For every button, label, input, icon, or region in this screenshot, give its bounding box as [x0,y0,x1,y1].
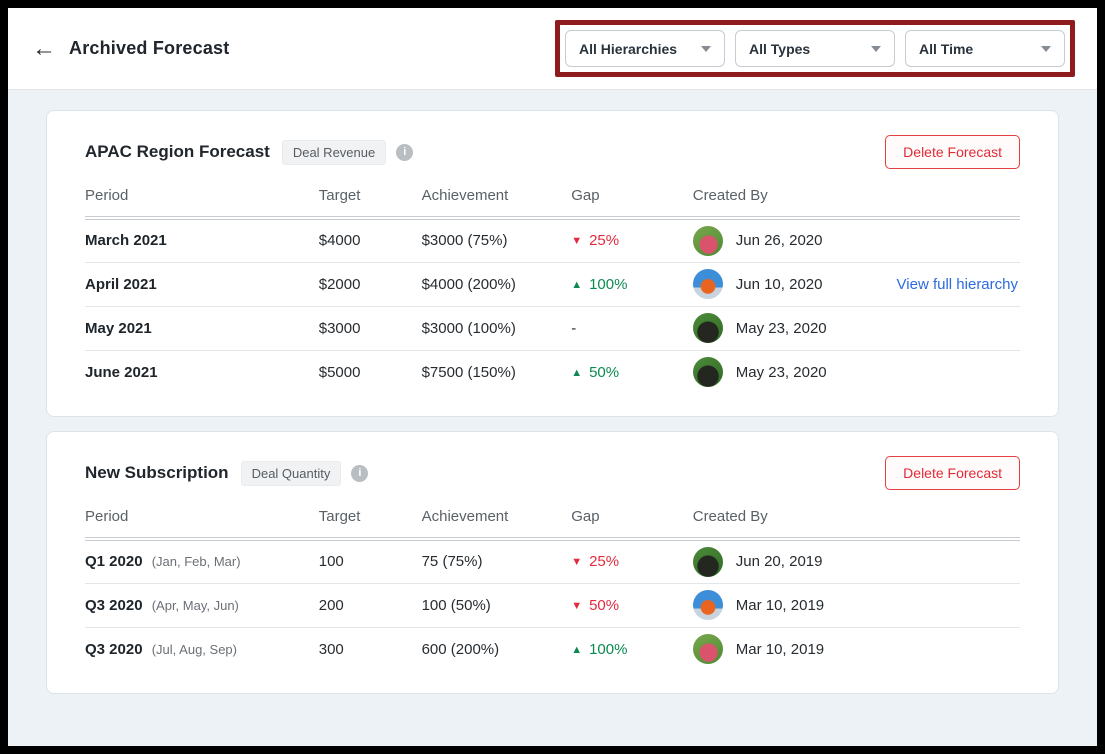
filters-highlight-box: All Hierarchies All Types All Time [555,20,1075,77]
column-header-target: Target [318,500,422,541]
card-title: APAC Region Forecast [85,142,270,161]
period-label: May 2021 [85,319,152,337]
time-filter-dropdown[interactable]: All Time [905,30,1065,67]
target-value: 200 [318,583,422,628]
delete-forecast-button[interactable]: Delete Forecast [885,456,1020,490]
created-date: Jun 26, 2020 [735,232,823,250]
title-wrap: ← Archived Forecast [32,34,230,62]
table-header-row: Period Target Achievement Gap Created By [85,179,1020,220]
achievement-value: $4000 (200%) [421,262,572,307]
time-filter-label: All Time [919,40,974,57]
gap-value: 25% [571,232,619,249]
chevron-down-icon [871,45,881,52]
gap-value: 50% [571,597,619,614]
content-area: APAC Region Forecast Deal Revenue i Dele… [8,90,1097,746]
column-header-target: Target [318,179,422,220]
chevron-down-icon [1041,45,1051,52]
created-date: Jun 10, 2020 [735,275,823,293]
target-value: $2000 [318,262,422,307]
gap-value: 100% [571,641,627,658]
hierarchies-filter-dropdown[interactable]: All Hierarchies [565,30,725,67]
gap-value: 50% [571,364,619,381]
period-label: June 2021 [85,363,158,381]
period-label: Q3 2020 [85,640,143,658]
table-row: Q3 2020 (Apr, May, Jun) 200 100 (50%) 50… [85,583,1020,628]
avatar [692,225,723,256]
column-header-created-by: Created By [692,179,1020,220]
chevron-down-icon [701,45,711,52]
avatar [692,634,723,665]
forecast-table: Period Target Achievement Gap Created By… [85,179,1020,394]
column-header-achievement: Achievement [421,500,572,541]
target-value: 300 [318,640,344,658]
target-value: $5000 [318,363,361,381]
hierarchies-filter-label: All Hierarchies [579,40,678,57]
column-header-period: Period [85,500,319,541]
table-row: June 2021 $5000 $7500 (150%) 50% May 23,… [85,350,1020,394]
table-header-row: Period Target Achievement Gap Created By [85,500,1020,541]
target-value: $3000 [318,306,422,351]
created-date: Mar 10, 2019 [735,640,825,658]
avatar [692,590,723,620]
period-label: Q1 2020 [85,553,143,571]
created-date: May 23, 2020 [735,363,827,381]
created-date: Mar 10, 2019 [735,596,825,614]
created-date: Jun 20, 2019 [735,553,823,571]
forecast-card-new-subscription: New Subscription Deal Quantity i Delete … [46,431,1059,694]
table-row: Q1 2020 (Jan, Feb, Mar) 100 75 (75%) 25%… [85,539,1020,584]
forecast-type-badge: Deal Quantity [240,460,342,486]
table-row: March 2021 $4000 $3000 (75%) 25% Jun 26,… [85,218,1020,263]
forecast-card-apac: APAC Region Forecast Deal Revenue i Dele… [46,110,1059,417]
avatar [692,313,723,343]
achievement-value: $3000 (100%) [421,306,572,351]
view-full-hierarchy-link[interactable]: View full hierarchy [896,275,1018,293]
info-icon[interactable]: i [396,143,414,161]
achievement-value: 75 (75%) [421,539,572,584]
avatar [692,357,723,388]
gap-value: 100% [571,276,627,293]
achievement-value: $3000 (75%) [421,218,572,263]
achievement-value: $7500 (150%) [421,363,516,381]
table-row: April 2021 $2000 $4000 (200%) 100% Jun 1… [85,262,1020,307]
delete-forecast-button[interactable]: Delete Forecast [885,135,1020,169]
types-filter-dropdown[interactable]: All Types [735,30,895,67]
column-header-created-by: Created By [692,500,1020,541]
period-label: April 2021 [85,275,157,293]
column-header-gap: Gap [571,179,693,220]
period-months: (Jan, Feb, Mar) [151,554,241,570]
forecast-table: Period Target Achievement Gap Created By… [85,500,1020,671]
column-header-achievement: Achievement [421,179,572,220]
back-arrow-icon[interactable]: ← [32,34,56,62]
target-value: $4000 [318,218,422,263]
card-header: APAC Region Forecast Deal Revenue i Dele… [85,135,1020,169]
column-header-period: Period [85,179,319,220]
period-label: Q3 2020 [85,596,143,614]
card-title: New Subscription [85,463,229,482]
forecast-type-badge: Deal Revenue [281,139,387,165]
period-label: March 2021 [85,232,167,250]
types-filter-label: All Types [749,40,811,57]
card-header: New Subscription Deal Quantity i Delete … [85,456,1020,490]
table-row: Q3 2020 (Jul, Aug, Sep) 300 600 (200%) 1… [85,627,1020,671]
page-title: Archived Forecast [69,38,230,58]
created-date: May 23, 2020 [735,319,827,337]
gap-value: 25% [571,553,619,570]
achievement-value: 100 (50%) [421,583,572,628]
table-row: May 2021 $3000 $3000 (100%) - May 23, 20… [85,306,1020,351]
avatar [692,269,723,299]
info-icon[interactable]: i [351,464,369,482]
column-header-gap: Gap [571,500,693,541]
gap-value: - [571,319,577,337]
period-months: (Jul, Aug, Sep) [151,641,237,657]
period-months: (Apr, May, Jun) [151,597,239,613]
achievement-value: 600 (200%) [421,640,500,658]
target-value: 100 [318,539,422,584]
top-bar: ← Archived Forecast All Hierarchies All … [8,8,1097,90]
avatar [692,546,723,577]
